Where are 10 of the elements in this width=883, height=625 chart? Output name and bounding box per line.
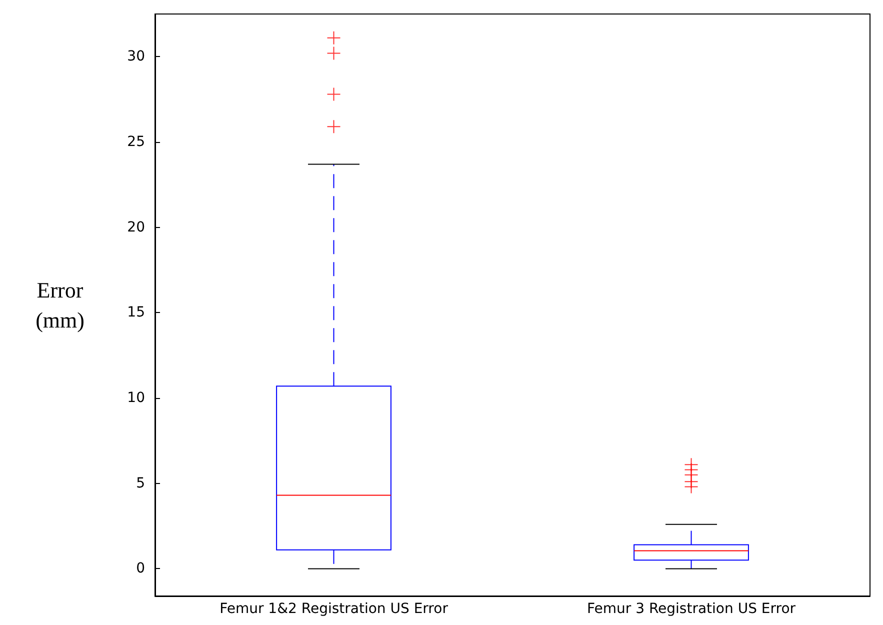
y-tick-label: 20 (127, 219, 145, 236)
x-tick-label: Femur 1&2 Registration US Error (220, 601, 448, 617)
y-tick-label: 5 (136, 475, 145, 492)
y-tick-label: 10 (127, 390, 145, 406)
y-tick-label: 15 (127, 304, 145, 321)
y-tick-label: 25 (127, 134, 145, 150)
x-tick-label: Femur 3 Registration US Error (586, 601, 796, 617)
y-axis-title: Error (mm) (36, 278, 84, 332)
y-tick-label: 0 (136, 560, 145, 577)
y-tick-label: 30 (127, 48, 145, 65)
